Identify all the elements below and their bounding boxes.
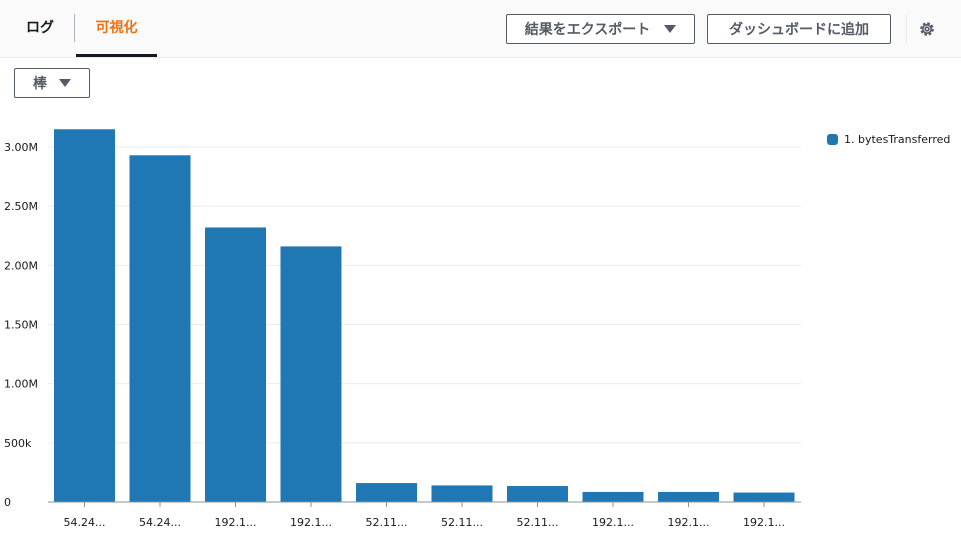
y-tick-label: 1.00M <box>4 378 38 391</box>
chart-type-select[interactable]: 棒 <box>14 68 90 98</box>
x-tick-label: 192.1... <box>592 516 634 529</box>
bar <box>507 486 568 502</box>
chart-legend: 1. bytesTransferred <box>827 133 950 146</box>
y-tick-label: 0 <box>4 496 11 509</box>
toolbar-divider <box>906 14 907 44</box>
export-results-label: 結果をエクスポート <box>524 22 651 38</box>
x-tick-label: 192.1... <box>668 516 710 529</box>
bar <box>205 227 266 502</box>
legend-swatch <box>827 134 838 145</box>
y-tick-label: 2.50M <box>4 200 38 213</box>
x-tick-label: 52.11... <box>441 516 483 529</box>
tab-divider <box>74 14 75 42</box>
x-tick-label: 54.24... <box>64 516 106 529</box>
caret-down-icon <box>59 79 71 87</box>
x-tick-label: 192.1... <box>215 516 257 529</box>
tab-logs[interactable]: ログ <box>26 20 54 36</box>
bar <box>129 155 191 502</box>
bar <box>733 492 795 502</box>
bar <box>582 491 644 502</box>
bar <box>431 485 493 502</box>
x-tick-label: 52.11... <box>517 516 559 529</box>
y-tick-label: 1.50M <box>4 319 38 332</box>
bar <box>658 491 719 502</box>
legend-label: 1. bytesTransferred <box>844 133 951 146</box>
x-tick-label: 52.11... <box>366 516 408 529</box>
y-tick-label: 500k <box>4 437 32 450</box>
caret-down-icon <box>664 25 677 33</box>
tab-visualization[interactable]: 可視化 <box>95 20 138 36</box>
add-to-dashboard-label: ダッシュボードに追加 <box>729 22 869 38</box>
bar <box>280 246 342 502</box>
bar-chart: 0 500k 1.00M 1.50M 2.00M 2.50M 3.00M 54.24... 54… <box>4 129 801 529</box>
gear-icon[interactable] <box>917 19 937 39</box>
bar <box>54 129 115 502</box>
y-tick-label: 2.00M <box>4 259 38 272</box>
top-toolbar: ログ 可視化 結果をエクスポート ダッシュボードに追加 <box>0 0 961 58</box>
add-to-dashboard-button[interactable]: ダッシュボードに追加 <box>707 14 891 44</box>
active-tab-indicator <box>76 54 157 57</box>
export-results-button[interactable]: 結果をエクスポート <box>506 14 695 44</box>
x-tick-label: 192.1... <box>290 516 332 529</box>
y-tick-label: 3.00M <box>4 141 38 154</box>
chart-type-value: 棒 <box>33 76 47 92</box>
x-tick-label: 192.1... <box>743 516 785 529</box>
bar <box>356 483 417 502</box>
x-tick-label: 54.24... <box>139 516 181 529</box>
